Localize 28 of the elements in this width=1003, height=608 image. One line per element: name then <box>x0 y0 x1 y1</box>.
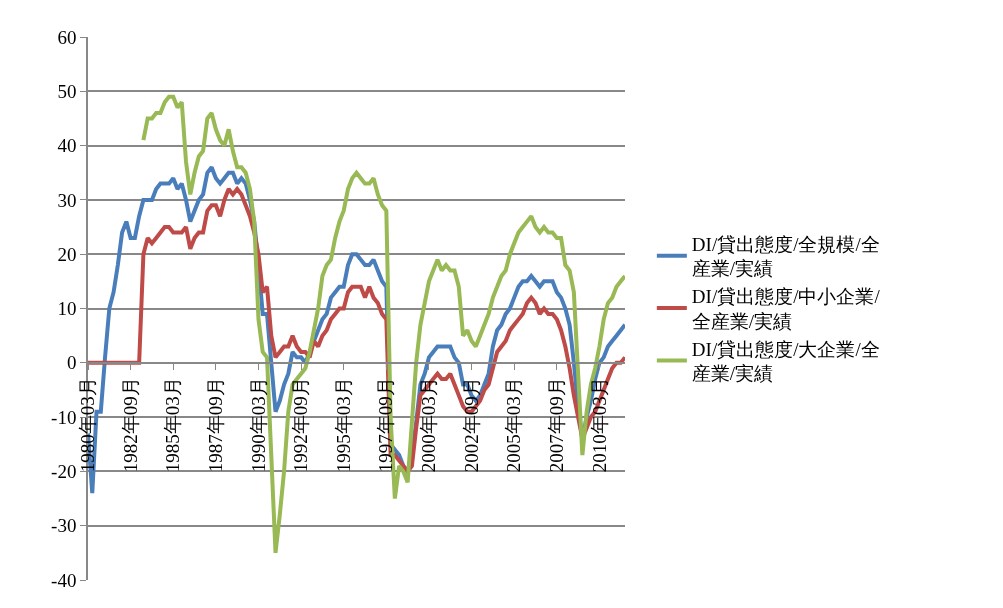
x-tick-label: 1982年09月 <box>119 377 141 473</box>
x-tick-label: 2000年03月 <box>418 377 440 473</box>
x-tick-label: 2010年03月 <box>588 377 610 473</box>
y-tick-label: 60 <box>57 26 77 48</box>
y-tick-label: 30 <box>57 189 77 211</box>
y-tick-label: 40 <box>57 135 77 157</box>
line-series <box>141 94 625 555</box>
x-tick-label: 1990年03月 <box>247 377 269 473</box>
legend-label: DI/貸出態度/全規模/全産業/実績 <box>691 233 880 280</box>
y-tick-label: 50 <box>57 80 77 102</box>
y-tick-label: -10 <box>51 406 77 428</box>
y-tick-label: 10 <box>57 298 77 320</box>
legend-label: DI/貸出態度/中小企業/全産業/実績 <box>691 286 881 332</box>
x-tick-label: 2002年09月 <box>460 377 482 473</box>
x-tick-label: 1985年03月 <box>162 377 184 473</box>
x-tick-label: 1992年09月 <box>290 377 312 473</box>
y-tick-label: -30 <box>51 515 77 537</box>
y-tick-label: 20 <box>57 243 77 265</box>
x-tick-label: 1997年09月 <box>375 377 397 473</box>
x-tick-label: 2007年09月 <box>545 377 567 473</box>
x-tick-label: 1980年03月 <box>77 377 99 473</box>
x-tick-label: 2005年03月 <box>503 377 525 473</box>
y-tick-label: -20 <box>51 461 77 483</box>
legend-label: DI/貸出態度/大企業/全産業/実績 <box>691 338 880 385</box>
y-tick-label: -40 <box>51 569 77 591</box>
y-tick-label: 0 <box>66 352 77 374</box>
x-tick-label: 1995年03月 <box>332 377 354 473</box>
x-tick-label: 1987年09月 <box>205 377 227 473</box>
